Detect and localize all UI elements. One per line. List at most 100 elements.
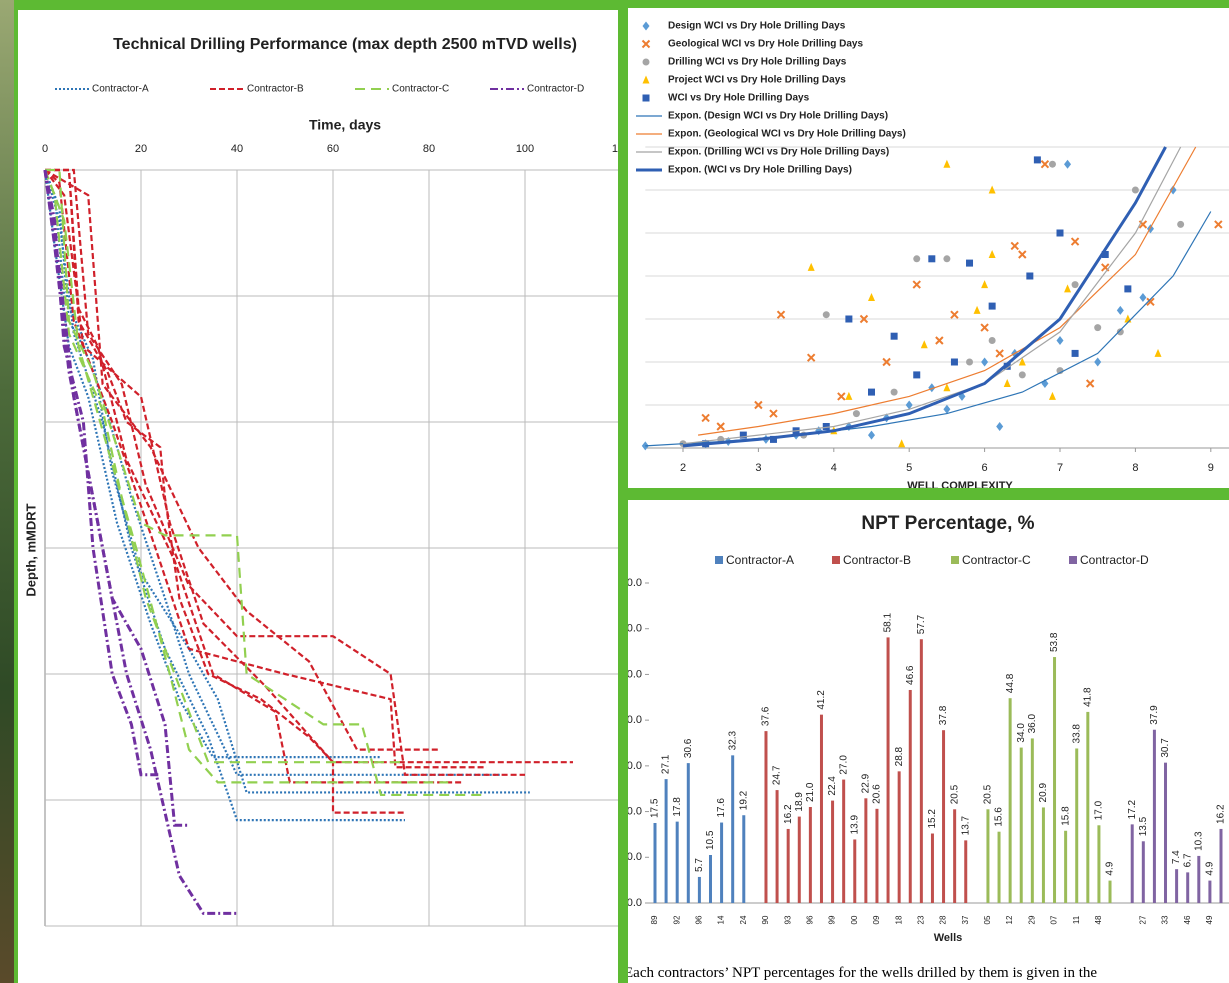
y-axis-title: Depth, mMDRT — [23, 503, 38, 596]
bar — [1086, 711, 1090, 903]
x-tick-label: 29 — [1027, 915, 1036, 924]
legend-label: Contractor-C — [962, 553, 1031, 567]
bar — [797, 816, 801, 903]
bar — [1152, 729, 1156, 903]
value-label: 17.6 — [716, 798, 727, 818]
point — [1085, 379, 1095, 388]
value-label: 13.5 — [1138, 816, 1149, 836]
y-tick-label: 30.0 — [628, 760, 642, 772]
bar — [720, 822, 724, 903]
x-tick-label: 11 — [1072, 915, 1081, 924]
point — [642, 75, 650, 84]
x-tick-label: 96 — [805, 915, 814, 924]
scatter-chart: WELL COMPLEXITY 2 3 4 5 6 7 8 9 Design WCI vs Dr… — [628, 8, 1229, 488]
drilling-curve — [45, 168, 525, 776]
point — [1033, 156, 1041, 164]
point — [1139, 293, 1147, 302]
x-tick-label: 8 — [1132, 462, 1138, 474]
point — [822, 311, 830, 319]
point — [1169, 185, 1177, 195]
value-label: 41.8 — [1082, 687, 1093, 707]
point — [920, 340, 928, 349]
point — [1003, 362, 1011, 370]
value-label: 13.7 — [960, 815, 971, 835]
x-tick-label: 14 — [717, 915, 726, 924]
x-tick-label: 5 — [906, 462, 912, 474]
drilling-curve — [43, 169, 381, 759]
legend-label: Expon. (Drilling WCI vs Dry Hole Drillin… — [668, 147, 889, 158]
point — [981, 357, 989, 367]
drilling-curve — [45, 168, 463, 784]
legend-label: Geological WCI vs Dry Hole Drilling Days — [668, 39, 863, 50]
x-tick-label: 3 — [755, 462, 761, 474]
x-tick-label: 92 — [672, 915, 681, 924]
y-tick-label: 60.0 — [628, 623, 642, 635]
value-label: 27.1 — [661, 754, 672, 774]
point — [1101, 251, 1109, 258]
bar — [1108, 880, 1112, 903]
point — [837, 392, 846, 401]
point — [988, 185, 996, 194]
drilling-curve — [43, 169, 401, 764]
point — [1116, 305, 1124, 315]
point — [966, 259, 974, 267]
x-tick-label: 24 — [739, 915, 748, 924]
bar — [708, 855, 712, 903]
value-label: 33.8 — [1071, 724, 1082, 744]
x-tick-label: 6 — [982, 462, 988, 474]
legend-label: Expon. (WCI vs Dry Hole Drilling Days) — [668, 165, 852, 176]
x-tick-label: 120 — [612, 143, 618, 155]
x-tick-label: 96 — [695, 915, 704, 924]
point — [1056, 336, 1064, 345]
drilling-curve — [44, 169, 405, 814]
bar — [1030, 738, 1034, 903]
bar — [1041, 807, 1045, 903]
value-label: 18.9 — [794, 792, 805, 812]
point — [642, 21, 650, 31]
point — [1116, 328, 1124, 336]
point — [973, 305, 981, 314]
point — [996, 422, 1004, 431]
point — [1071, 349, 1079, 357]
legend-swatch — [951, 556, 959, 564]
value-label: 6.7 — [1182, 853, 1193, 867]
bar — [908, 689, 912, 903]
point — [935, 336, 944, 345]
bar — [1075, 748, 1079, 903]
point — [1018, 357, 1026, 366]
point — [1154, 348, 1162, 357]
drilling-curve — [43, 169, 501, 776]
point — [754, 400, 763, 410]
point — [1018, 250, 1027, 259]
value-label: 27.0 — [838, 755, 849, 775]
point — [769, 435, 777, 443]
point — [1056, 229, 1064, 237]
x-tick-label: 09 — [872, 915, 881, 924]
value-label: 20.6 — [872, 784, 883, 804]
bar — [831, 800, 835, 903]
bar — [1019, 747, 1023, 903]
value-label: 15.6 — [994, 807, 1005, 827]
bar — [1164, 762, 1168, 903]
background-photo — [0, 0, 14, 983]
legend-label: Contractor-C — [392, 84, 449, 95]
bar — [1141, 841, 1145, 903]
drilling-curve — [44, 169, 439, 751]
value-label: 22.9 — [861, 773, 872, 793]
bar — [1097, 825, 1101, 903]
value-label: 7.4 — [1171, 850, 1182, 864]
legend-swatch — [715, 556, 723, 564]
point — [966, 358, 974, 366]
x-tick-label: 18 — [894, 915, 903, 924]
value-label: 46.6 — [905, 665, 916, 685]
drilling-curve — [43, 169, 189, 827]
bar — [819, 714, 823, 903]
x-tick-label: 27 — [1138, 915, 1147, 924]
value-label: 37.9 — [1149, 705, 1160, 725]
point — [1146, 297, 1155, 307]
drilling-curve — [44, 169, 487, 769]
point — [1131, 186, 1139, 194]
point — [852, 410, 860, 418]
legend-label: Expon. (Design WCI vs Dry Hole Drilling … — [668, 111, 888, 122]
